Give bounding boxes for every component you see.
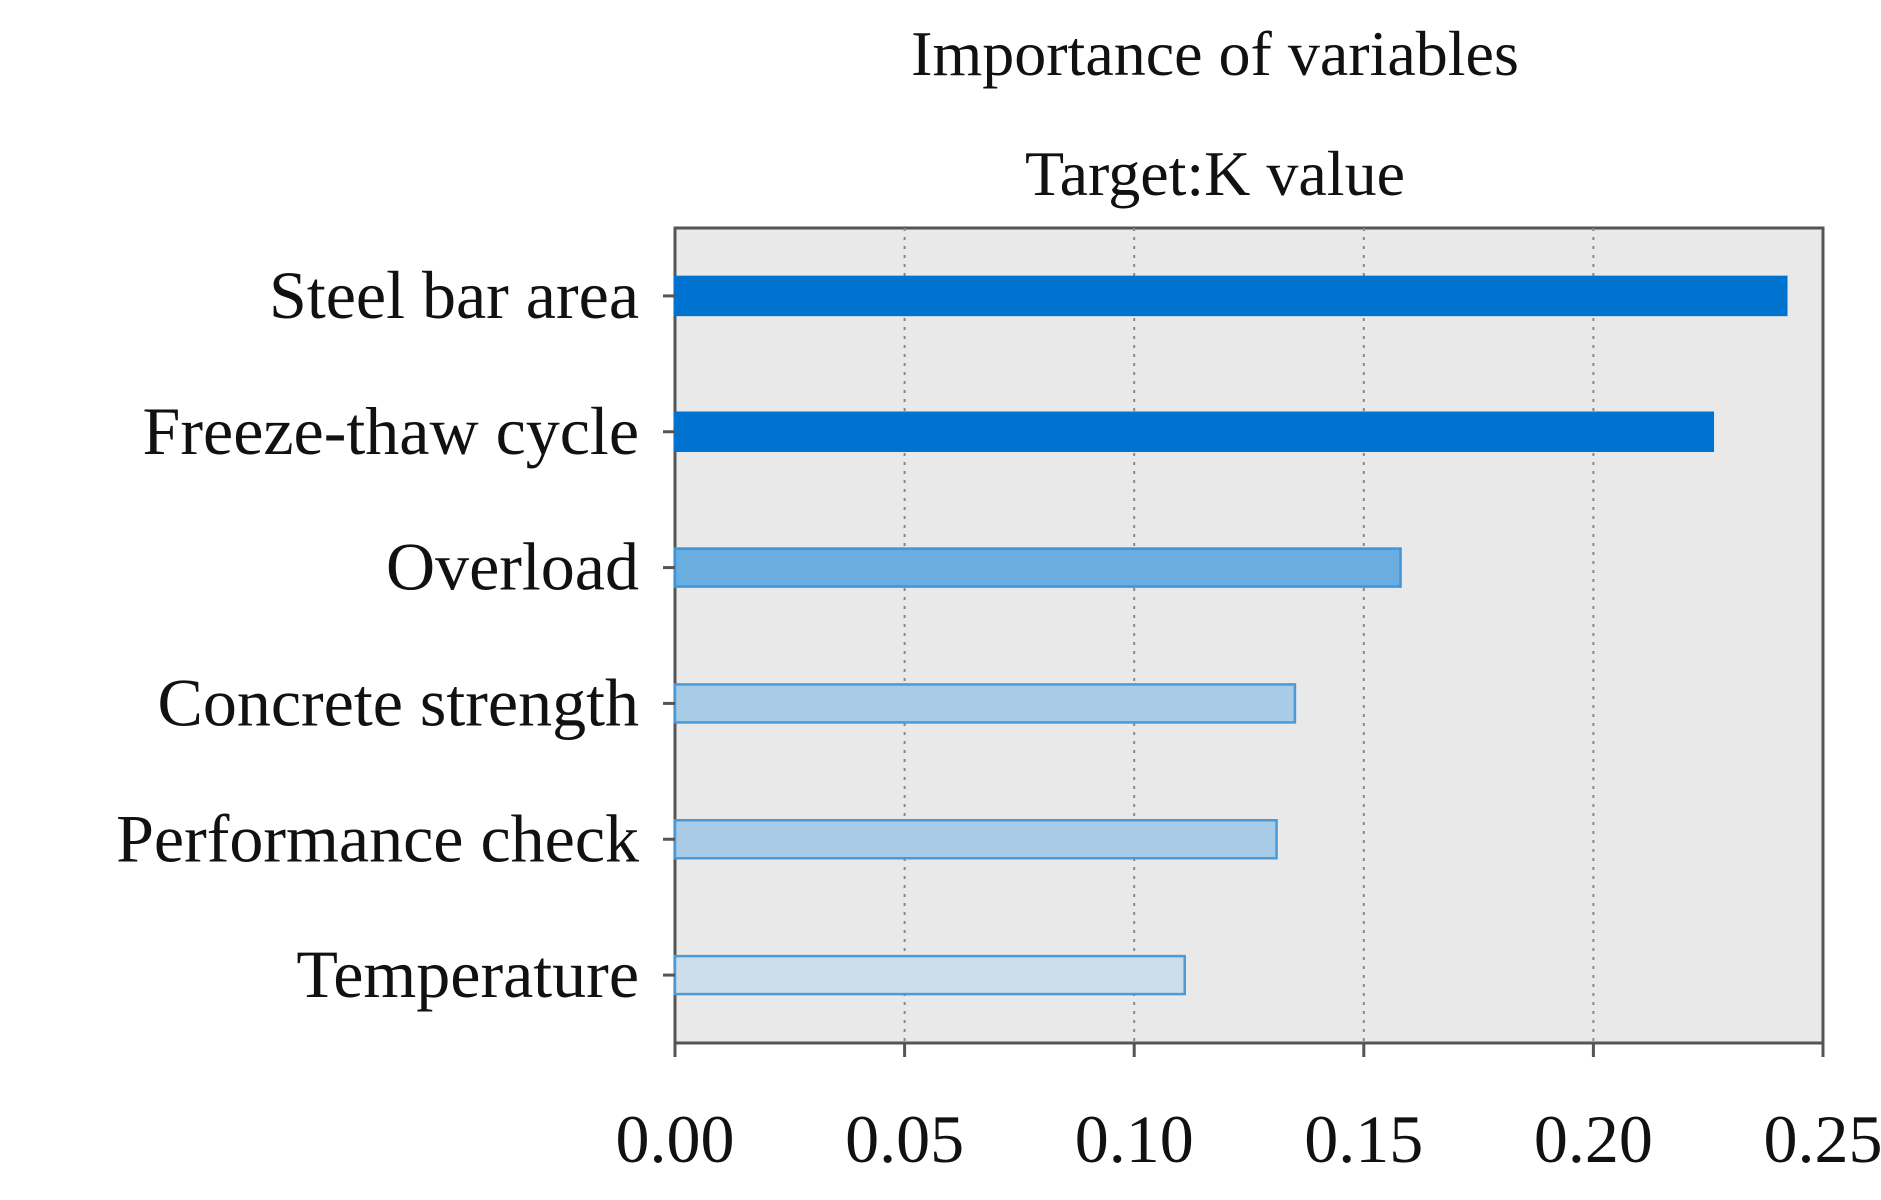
x-tick-label: 0.10 [1075,1101,1194,1177]
x-tick-label: 0.25 [1764,1101,1881,1177]
bar [675,413,1713,451]
bar [675,684,1295,722]
y-axis-ticks: Steel bar area Freeze-thaw cycle Overload C… [116,257,675,1012]
bar [675,549,1401,587]
bar [675,277,1786,315]
x-tick-label: 0.15 [1304,1101,1423,1177]
plot-area [675,228,1823,1043]
x-tick-label: 0.00 [616,1101,735,1177]
x-tick-label: 0.20 [1534,1101,1653,1177]
y-tick-label: Temperature [296,936,639,1012]
chart-title: Importance of variables [911,18,1519,89]
bar [675,820,1277,858]
x-axis-ticks: 0.00 0.05 0.10 0.15 0.20 0.25 [616,1043,1881,1177]
bar [675,956,1185,994]
y-tick-label: Performance check [116,800,639,876]
y-tick-label: Concrete strength [157,664,639,740]
chart-subtitle: Target:K value [1025,138,1405,209]
y-tick-label: Overload [386,529,639,605]
x-tick-label: 0.05 [845,1101,964,1177]
y-tick-label: Freeze-thaw cycle [143,393,639,469]
y-tick-label: Steel bar area [269,257,639,333]
